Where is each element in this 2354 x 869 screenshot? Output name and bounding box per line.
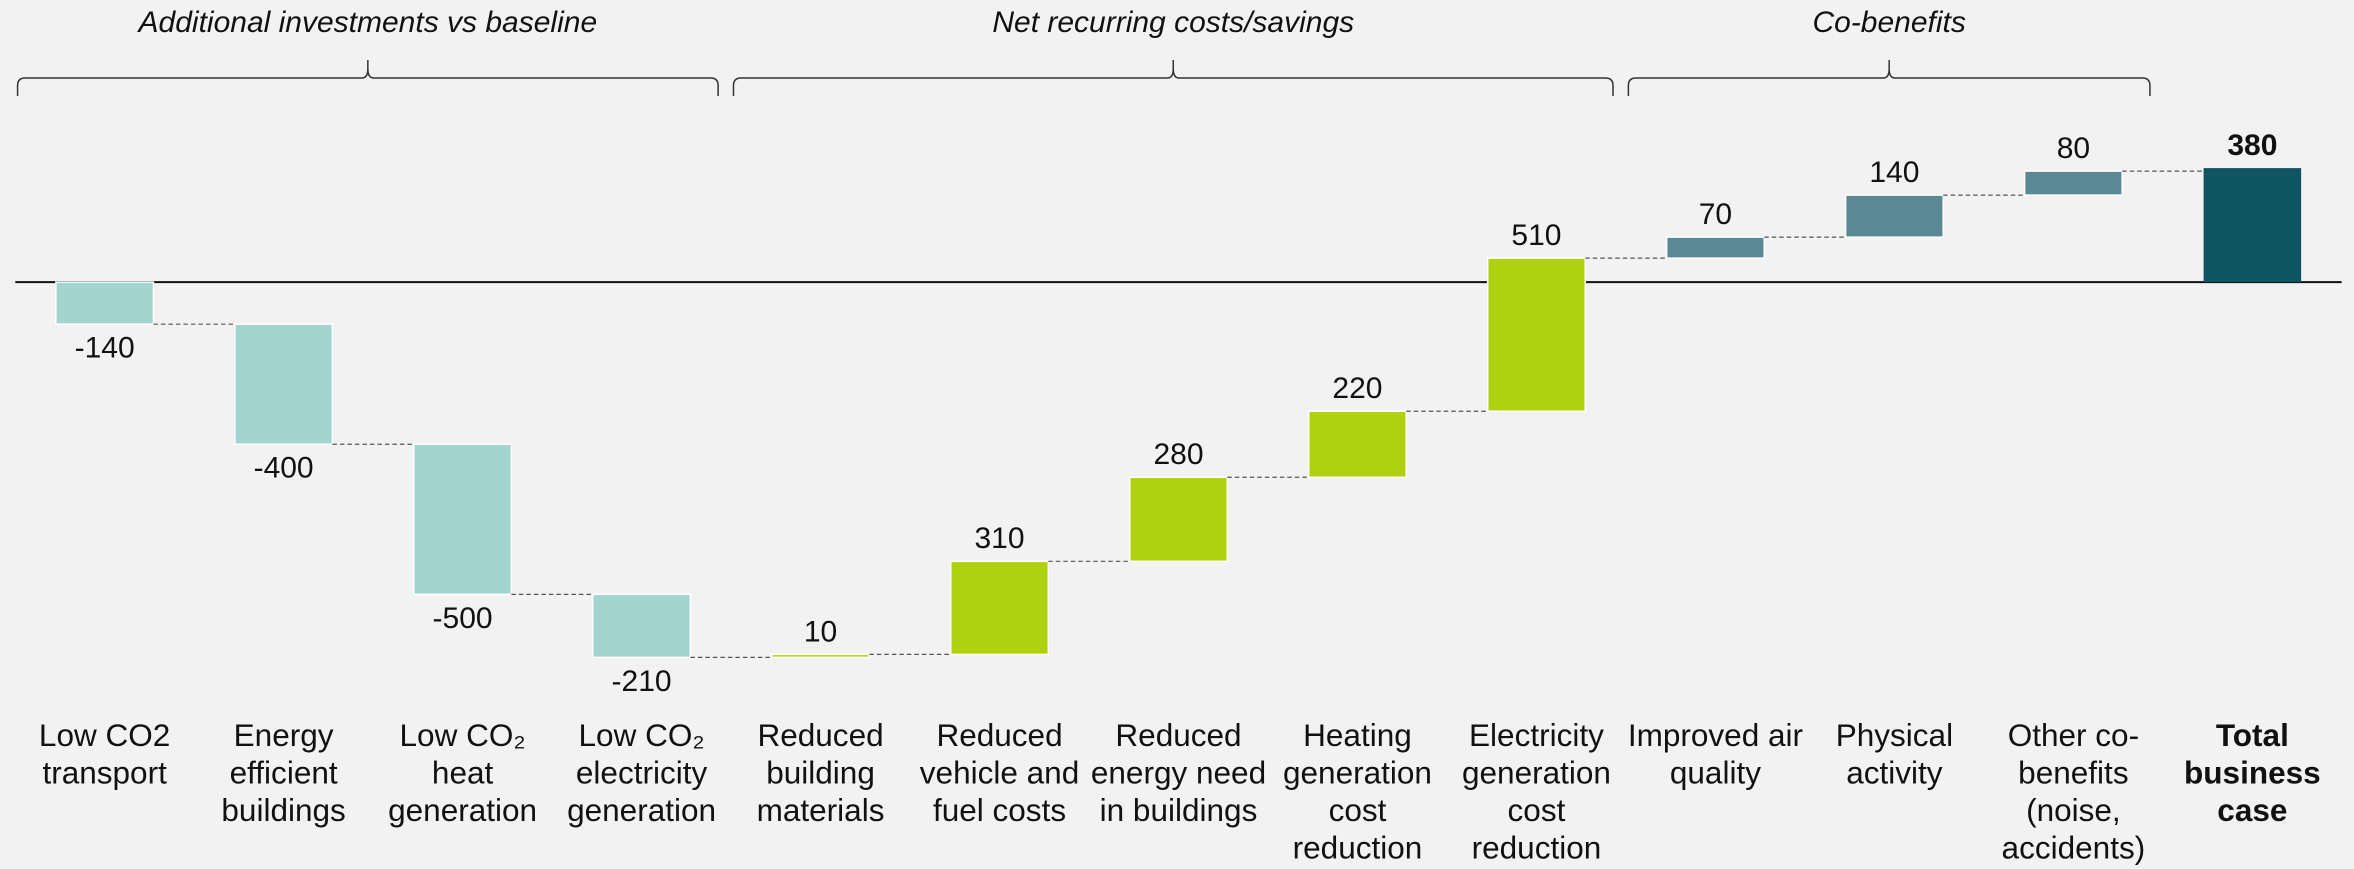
bar xyxy=(55,281,155,325)
x-tick-label: Reduced vehicle and fuel costs xyxy=(919,718,1080,829)
bar xyxy=(1486,257,1586,412)
value-label: 220 xyxy=(1332,372,1382,405)
x-tick-label: Low CO2 transport xyxy=(38,718,171,791)
total-label: 380 xyxy=(2227,129,2277,162)
group-bracket xyxy=(732,60,1614,97)
value-label: -400 xyxy=(254,452,314,485)
x-tick-label: Total business case xyxy=(2184,718,2321,829)
bar xyxy=(234,323,334,446)
bar xyxy=(2023,170,2123,196)
value-label: 510 xyxy=(1511,219,1561,252)
category-label-box: Improved air quality xyxy=(1627,718,1804,791)
category-label-box: Low CO₂ heat generation xyxy=(388,718,538,829)
group-bracket xyxy=(16,60,719,97)
value-label: 140 xyxy=(1869,156,1919,189)
bar xyxy=(771,653,871,659)
x-tick-label: Energy efficient buildings xyxy=(221,718,346,829)
bar xyxy=(592,593,692,659)
bar xyxy=(1307,410,1408,479)
value-label: -500 xyxy=(433,602,493,635)
category-label-box: Low CO₂ electricity generation xyxy=(567,718,717,829)
x-tick-label: Physical activity xyxy=(1835,718,1954,791)
category-label-box: Energy efficient buildings xyxy=(221,718,346,829)
value-label: 310 xyxy=(974,522,1024,555)
x-tick-label: Other co-benefits (noise, accidents) xyxy=(2001,718,2146,866)
bar xyxy=(949,560,1050,656)
value-label: -210 xyxy=(612,665,672,698)
category-label-box: Low CO2 transport xyxy=(38,718,171,791)
bar xyxy=(1128,476,1229,563)
bar xyxy=(1844,194,1944,238)
bar xyxy=(1665,236,1765,259)
value-label: 80 xyxy=(2057,132,2090,165)
x-tick-label: Heating generation cost reduction xyxy=(1282,718,1432,866)
x-tick-label: Reduced building materials xyxy=(756,718,885,829)
category-label-box: Other co-benefits (noise, accidents) xyxy=(2001,718,2146,866)
value-label: 70 xyxy=(1699,198,1732,231)
bar xyxy=(413,443,513,596)
group-title: Additional investments vs baseline xyxy=(137,6,598,39)
category-label-box: Total business case xyxy=(2184,718,2321,829)
category-label-box: Electricity generation cost reduction xyxy=(1461,718,1611,866)
category-label-box: Reduced building materials xyxy=(756,718,885,829)
category-label-box: Physical activity xyxy=(1835,718,1954,791)
value-label: -140 xyxy=(75,332,135,365)
total-bar xyxy=(2203,168,2302,283)
group-bracket xyxy=(1627,60,2151,97)
x-tick-label: Electricity generation cost reduction xyxy=(1461,718,1611,866)
group-title: Co-benefits xyxy=(1812,6,1965,39)
value-label: 280 xyxy=(1153,438,1203,471)
x-tick-label: Reduced energy need in buildings xyxy=(1090,718,1267,829)
category-label-box: Heating generation cost reduction xyxy=(1282,718,1432,866)
category-label-box: Reduced energy need in buildings xyxy=(1090,718,1267,829)
category-label-box: Reduced vehicle and fuel costs xyxy=(919,718,1080,829)
x-tick-label: Low CO₂ heat generation xyxy=(388,718,538,829)
x-tick-label: Improved air quality xyxy=(1627,718,1804,791)
group-title: Net recurring costs/savings xyxy=(992,6,1354,39)
value-label: 10 xyxy=(804,615,837,648)
x-tick-label: Low CO₂ electricity generation xyxy=(567,718,717,829)
